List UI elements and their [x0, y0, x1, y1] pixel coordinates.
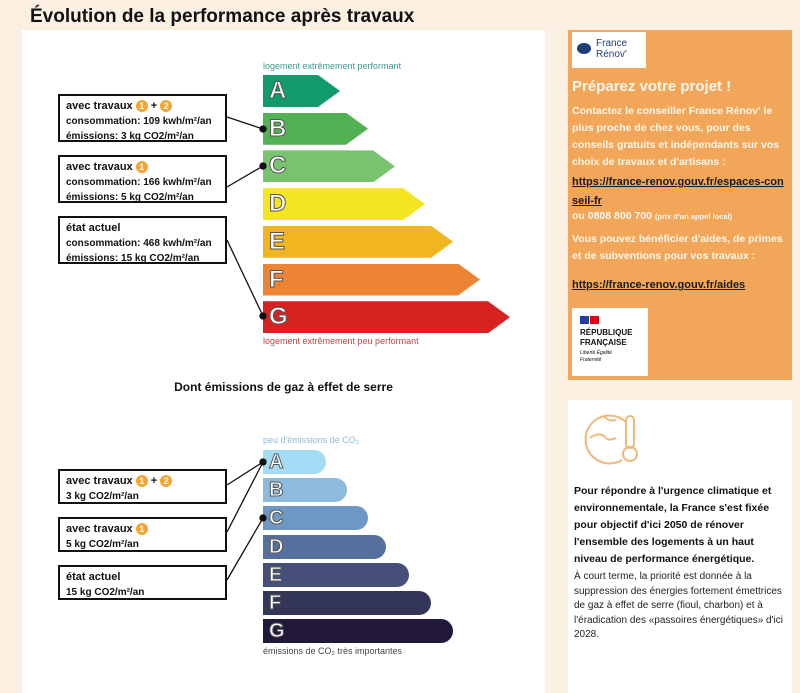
connector-line	[226, 116, 264, 130]
box-heading: état actuel	[66, 571, 121, 583]
energy-box-works-1-2: avec travaux 1 + 2 consommation: 109 kwh…	[58, 94, 227, 142]
rf-text: RÉPUBLIQUE FRANÇAISE	[580, 328, 633, 347]
republique-francaise-logo: RÉPUBLIQUE FRANÇAISE Liberté Égalité Fra…	[572, 308, 648, 376]
globe-thermometer-icon	[584, 414, 638, 465]
consumption: consommation: 109 kwh/m²/an	[66, 116, 212, 127]
badge-1: 1	[135, 475, 148, 488]
box-heading: avec travaux	[66, 475, 133, 487]
emissions: émissions: 5 kg CO2/m²/an	[66, 192, 194, 203]
energy-class-c: C	[263, 150, 395, 182]
energy-class-d: D	[263, 188, 425, 220]
sidebar-paragraph-1: Contactez le conseiller France Rénov' le…	[572, 105, 780, 168]
box-heading: avec travaux	[66, 523, 133, 535]
emissions: 15 kg CO2/m²/an	[66, 587, 145, 598]
emissions: émissions: 3 kg CO2/m²/an	[66, 131, 194, 142]
connector-dot	[259, 458, 267, 466]
connector-line	[226, 239, 264, 317]
energy-top-label: logement extrêmement performant	[263, 61, 402, 71]
emissions: 5 kg CO2/m²/an	[66, 539, 139, 550]
badge-1: 1	[135, 523, 148, 536]
co2-bottom-label: émissions de CO₂ très importantes	[263, 646, 403, 656]
flag-icon	[580, 316, 589, 324]
connector-line	[226, 165, 264, 188]
plus-sign: +	[150, 475, 158, 487]
box-heading: avec travaux	[66, 161, 133, 173]
co2-box-works-1-2: avec travaux 1 + 2 3 kg CO2/m²/an	[58, 469, 227, 504]
espaces-conseil-link[interactable]: https://france-renov.gouv.fr/espaces-con…	[572, 176, 784, 207]
emissions: émissions: 15 kg CO2/m²/an	[66, 253, 200, 264]
energy-class-f: F	[263, 264, 480, 296]
energy-class-g: G	[263, 301, 510, 333]
flag-red	[590, 316, 599, 324]
sidebar-heading: Préparez votre projet !	[572, 78, 732, 95]
emissions: 3 kg CO2/m²/an	[66, 491, 139, 502]
co2-box-works-1: avec travaux 1 5 kg CO2/m²/an	[58, 517, 227, 552]
connector-dot	[259, 312, 267, 320]
co2-class-g: G	[263, 619, 453, 644]
plus-sign: +	[150, 100, 158, 112]
co2-box-current: état actuel 15 kg CO2/m²/an	[58, 565, 227, 600]
house-icon	[577, 43, 591, 54]
connector-dot	[259, 514, 267, 522]
energy-box-works-1: avec travaux 1 consommation: 166 kwh/m²/…	[58, 155, 227, 203]
short-term-statement: À court terme, la priorité est donnée à …	[574, 571, 783, 640]
energy-box-current: état actuel consommation: 468 kwh/m²/an …	[58, 216, 227, 264]
france-renov-logo: France Rénov'	[572, 32, 646, 68]
page-title: Évolution de la performance après travau…	[30, 6, 415, 27]
co2-class-b: B	[263, 478, 347, 503]
co2-class-f: F	[263, 591, 431, 615]
box-heading: avec travaux	[66, 100, 133, 112]
energy-class-e: E	[263, 226, 453, 258]
co2-class-c: C	[263, 506, 368, 531]
aides-link[interactable]: https://france-renov.gouv.fr/aides	[572, 279, 746, 291]
rf-motto: Liberté Égalité Fraternité	[580, 350, 612, 363]
sidebar-paragraph-2: Vous pouvez bénéficier d'aides, de prime…	[572, 233, 783, 262]
co2-class-a: A	[263, 450, 326, 474]
badge-1: 1	[135, 161, 148, 174]
climate-info-panel: Pour répondre à l'urgence climatique et …	[568, 400, 792, 693]
connector-dot	[259, 162, 267, 170]
connector-line	[226, 461, 264, 486]
phone-note: (prix d'un appel local)	[654, 212, 733, 221]
connector-dot	[259, 125, 267, 133]
co2-top-label: peu d'émissions de CO₂	[263, 435, 360, 445]
connector-line	[226, 517, 264, 581]
consumption: consommation: 468 kwh/m²/an	[66, 238, 212, 249]
consumption: consommation: 166 kwh/m²/an	[66, 177, 212, 188]
energy-bottom-label: logement extrêmement peu performant	[263, 336, 419, 346]
co2-class-e: E	[263, 562, 409, 587]
energy-class-b: B	[263, 113, 368, 145]
climate-statement: Pour répondre à l'urgence climatique et …	[574, 485, 772, 565]
box-heading: état actuel	[66, 222, 121, 234]
badge-2: 2	[160, 475, 173, 488]
co2-title: Dont émissions de gaz à effet de serre	[174, 380, 393, 394]
phone-number: ou 0808 800 700	[572, 210, 652, 222]
france-renov-panel: France Rénov' Préparez votre projet ! Co…	[568, 30, 792, 380]
badge-2: 2	[160, 100, 173, 113]
connector-line	[226, 461, 264, 533]
badge-1: 1	[135, 100, 148, 113]
co2-class-d: D	[263, 534, 386, 559]
logo-text: France Rénov'	[596, 38, 628, 60]
